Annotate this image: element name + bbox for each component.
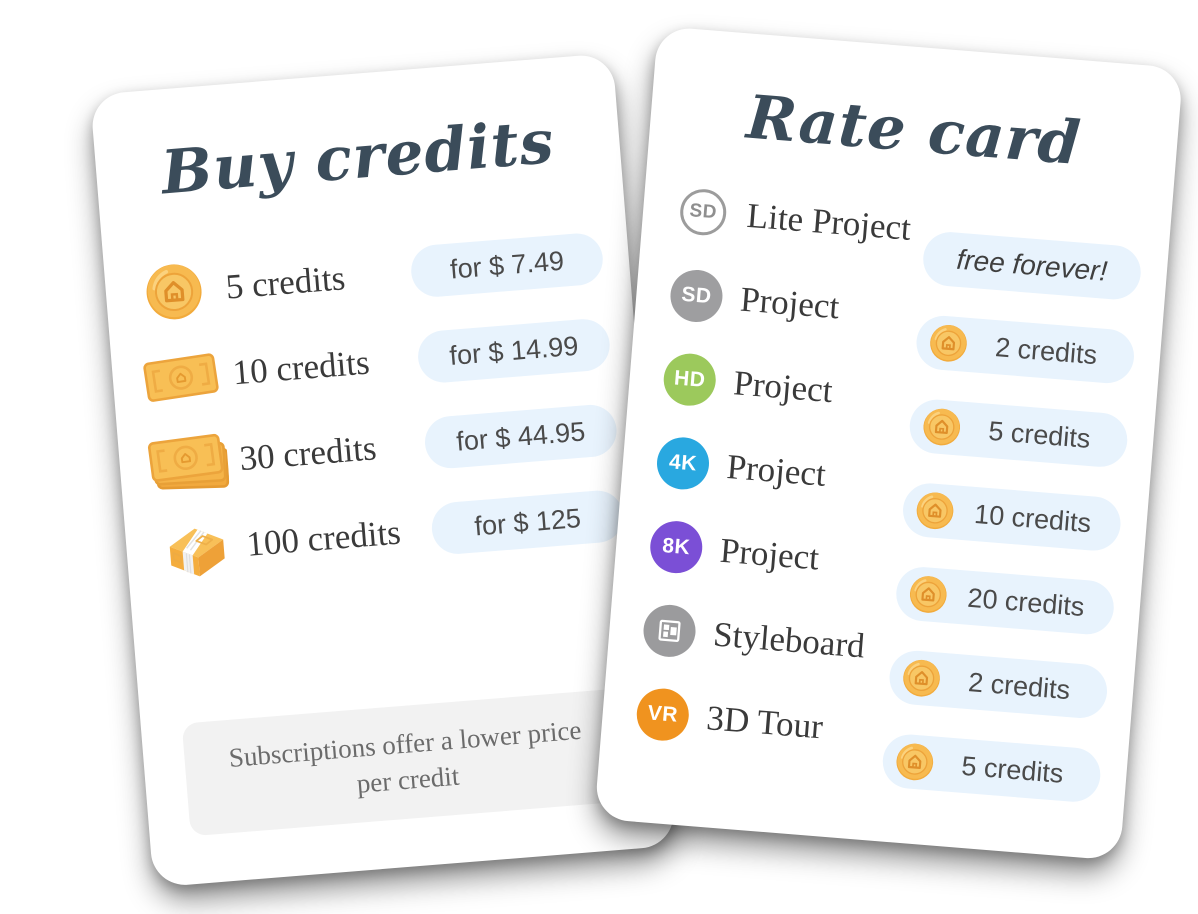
buy-credit-row: 100 credits for $ 125 xyxy=(151,472,626,595)
styleboard-badge xyxy=(641,602,698,659)
credit-cost-pill: 5 credits xyxy=(907,397,1130,469)
credit-amount-label: 10 credits xyxy=(231,342,371,393)
coin-icon xyxy=(900,657,943,700)
buy-credits-card: Buy credits 5 credits for $ 7.49 10 credit… xyxy=(90,52,677,888)
rate-card-row: Styleboard 2 credits xyxy=(639,602,1111,724)
rate-card-row: HD Project 5 credits xyxy=(659,351,1131,473)
rate-card-title: Rate card xyxy=(744,82,1084,180)
credit-cost-text: 20 credits xyxy=(966,582,1086,622)
credit-cost-text: 10 credits xyxy=(973,498,1093,538)
coin-icon xyxy=(920,406,963,449)
buy-credit-row: 5 credits for $ 7.49 xyxy=(131,215,606,338)
credit-amount-label: 30 credits xyxy=(238,428,378,479)
credit-cost-pill: 20 credits xyxy=(894,565,1116,637)
service-label: Project xyxy=(718,530,821,578)
buy-price-pill[interactable]: for $ 44.95 xyxy=(423,402,619,471)
credit-amount-label: 100 credits xyxy=(244,512,403,564)
subscription-note: Subscriptions offer a lower price per cr… xyxy=(181,688,632,837)
buy-card-title: Buy credits xyxy=(158,107,557,209)
rate-card-row: VR 3D Tour 5 credits xyxy=(632,686,1104,808)
sd-badge: SD xyxy=(668,267,725,324)
banknote-stack-icon xyxy=(145,429,230,497)
rate-card-row: SD Project 2 credits xyxy=(666,267,1138,389)
coin-icon xyxy=(132,259,217,325)
rate-card-row: 8K Project 20 credits xyxy=(646,519,1118,640)
service-label: Project xyxy=(732,363,835,411)
buy-credit-row: 10 credits for $ 14.99 xyxy=(138,300,613,423)
cash-bundle-icon xyxy=(152,514,237,584)
service-label: Project xyxy=(738,279,841,327)
sd-lite-badge: SD xyxy=(678,187,728,237)
buy-price-pill[interactable]: for $ 14.99 xyxy=(416,317,612,385)
rate-card-rows: SD Lite Project free forever! SD Project 2 cr… xyxy=(632,184,1145,808)
credit-cost-pill: 2 credits xyxy=(887,648,1110,721)
subscription-note-text: Subscriptions offer a lower price per cr… xyxy=(227,714,583,800)
credit-cost-text: 5 credits xyxy=(987,415,1092,454)
banknote-icon xyxy=(139,349,223,405)
rate-card-row: 4K Project 10 credits xyxy=(652,435,1124,556)
hd-badge: HD xyxy=(661,351,718,408)
coin-icon xyxy=(907,573,950,616)
buy-price-pill[interactable]: for $ 7.49 xyxy=(409,231,605,299)
service-label: Lite Project xyxy=(745,195,913,248)
buy-credit-row: 30 credits for $ 44.95 xyxy=(145,386,620,509)
credit-cost-text: free forever! xyxy=(955,243,1109,287)
coin-icon xyxy=(913,489,956,532)
coin-icon xyxy=(927,322,970,365)
rate-card: Rate card SD Lite Project free forever! SD P… xyxy=(594,26,1184,861)
credit-cost-text: 2 credits xyxy=(994,331,1099,370)
buy-credit-options: 5 credits for $ 7.49 10 credits for $ 14.99… xyxy=(131,215,627,596)
service-label: Styleboard xyxy=(711,614,867,666)
buy-price-pill[interactable]: for $ 125 xyxy=(429,488,626,556)
credit-amount-label: 5 credits xyxy=(224,258,347,307)
4k-badge: 4K xyxy=(654,435,712,492)
credit-cost-text: 2 credits xyxy=(967,666,1072,705)
service-label: 3D Tour xyxy=(705,698,825,747)
coin-icon xyxy=(893,740,936,783)
service-label: Project xyxy=(725,447,828,494)
credit-cost-pill: 2 credits xyxy=(914,313,1137,386)
8k-badge: 8K xyxy=(648,519,705,576)
vr-badge: VR xyxy=(634,686,691,743)
credit-cost-text: 5 credits xyxy=(960,750,1065,789)
credit-cost-pill: 10 credits xyxy=(900,481,1123,553)
credit-cost-pill: 5 credits xyxy=(880,732,1103,804)
